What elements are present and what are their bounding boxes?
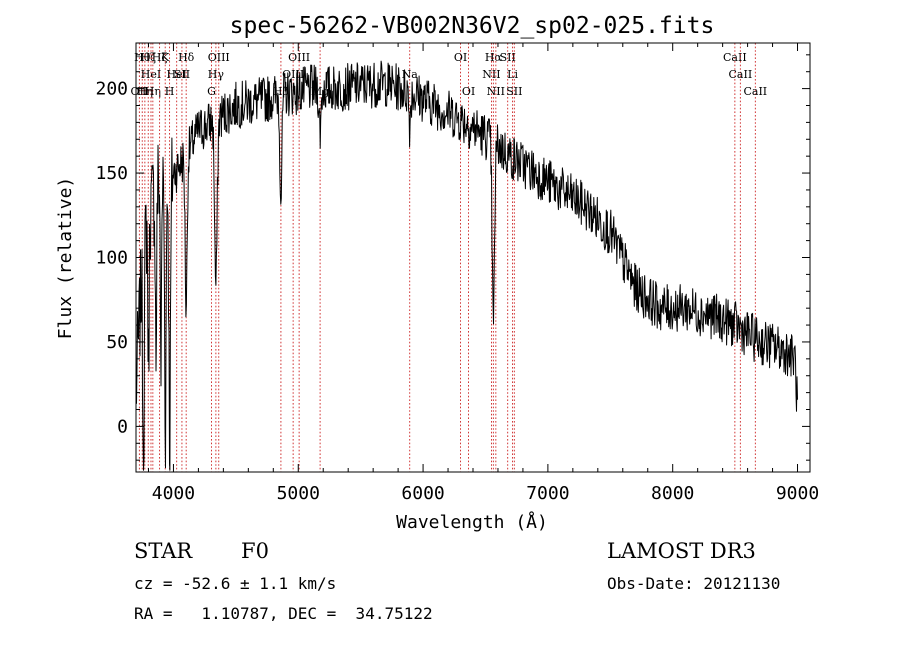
line-marker-label: SII (174, 68, 190, 81)
line-marker-label: OI (462, 85, 475, 98)
x-tick-label: 7000 (526, 483, 569, 504)
line-marker-label: Li (507, 68, 518, 81)
object-class: STAR (134, 539, 193, 563)
line-marker-label: NII (487, 85, 505, 98)
obs-date: Obs-Date: 20121130 (607, 574, 781, 593)
y-tick-label: 200 (95, 79, 128, 100)
line-marker-label: HeI (141, 68, 161, 81)
plot-frame (135, 42, 811, 473)
line-marker-label: Hδ (178, 51, 195, 64)
redshift-readout: cz = -52.6 ± 1.1 km/s (134, 574, 337, 593)
line-marker-label: OI (454, 51, 467, 64)
y-axis-label: Flux (relative) (55, 177, 76, 340)
line-marker-label: Hα (485, 51, 503, 64)
x-tick-label: 8000 (651, 483, 694, 504)
y-tick-label: 50 (106, 332, 128, 353)
line-marker-label: HeI (166, 68, 186, 81)
survey-name: LAMOST DR3 (607, 539, 756, 563)
coordinates: RA = 1.10787, DEC = 34.75122 (134, 604, 433, 623)
x-axis-label: Wavelength (Å) (396, 511, 548, 533)
y-tick-label: 150 (95, 163, 128, 184)
y-tick-label: 0 (117, 416, 128, 437)
line-marker-label: SII (500, 51, 516, 64)
line-marker-label: Na (402, 68, 419, 81)
flux-series-line (135, 60, 798, 471)
x-tick-label: 6000 (401, 483, 444, 504)
series-layer (135, 60, 798, 471)
line-marker-label: CaII (729, 68, 753, 81)
line-marker-label: Hγ (208, 68, 225, 81)
line-marker-label: K (161, 51, 170, 64)
axis-layer: 4000 5000 6000 7000 8000 9000 0 50 100 150 200 (95, 43, 819, 504)
y-tick-label: 100 (95, 248, 128, 269)
line-marker-label: CaII (723, 51, 747, 64)
line-marker-label: Hζ (140, 51, 156, 64)
line-marker-label: Hζ (152, 51, 168, 64)
x-tick-label: 5000 (277, 483, 320, 504)
x-tick-label: 4000 (152, 483, 195, 504)
line-marker-label: OIII (288, 51, 310, 64)
x-tick-label: 9000 (776, 483, 819, 504)
chart-title: spec-56262-VB002N36V2_sp02-025.fits (230, 13, 715, 39)
line-marker-label: Hη (145, 85, 161, 98)
line-marker-label: SII (506, 85, 522, 98)
line-marker-label: H (165, 85, 175, 98)
line-marker-label: CaII (743, 85, 767, 98)
object-subclass: F0 (241, 539, 269, 563)
line-marker-label: NII (482, 68, 500, 81)
line-marker-label: OIII (208, 51, 230, 64)
line-marker-label: Hθ (134, 51, 151, 64)
line-marker-label: G (207, 85, 216, 98)
